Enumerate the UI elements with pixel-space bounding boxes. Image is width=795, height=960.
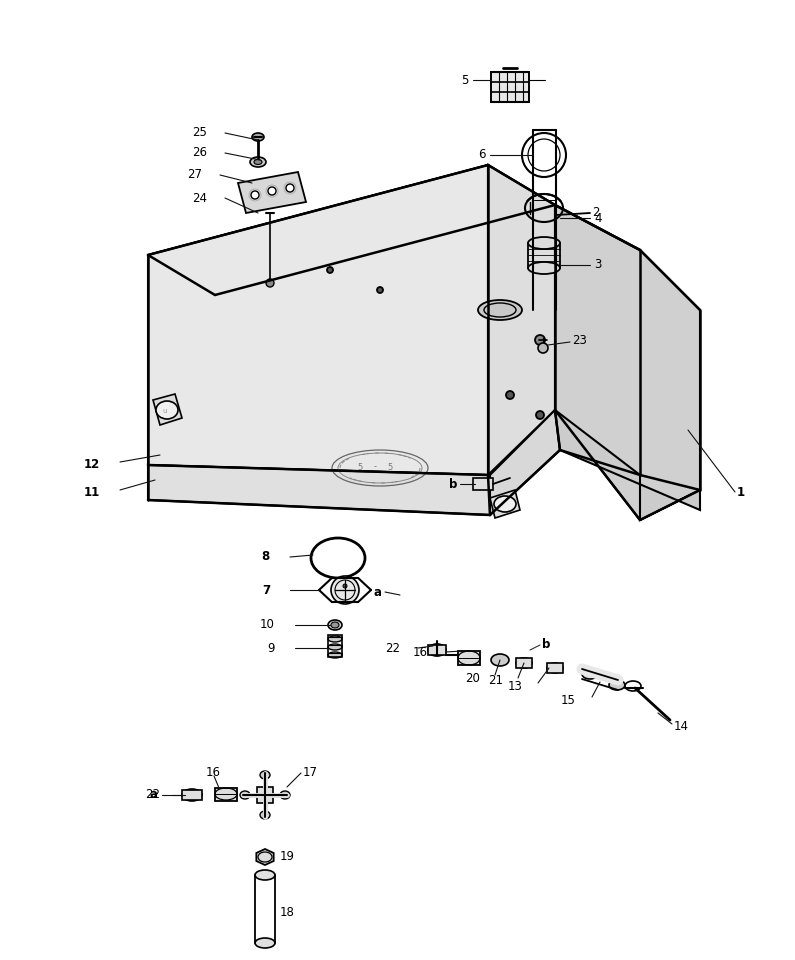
Ellipse shape (528, 262, 560, 274)
Polygon shape (148, 465, 490, 515)
Bar (458, 651, 480, 665)
Ellipse shape (328, 620, 342, 630)
Polygon shape (555, 410, 700, 520)
Ellipse shape (280, 791, 290, 799)
Circle shape (327, 267, 333, 273)
Ellipse shape (478, 300, 522, 320)
Polygon shape (153, 394, 182, 425)
Ellipse shape (240, 791, 250, 799)
Text: 25: 25 (192, 127, 207, 139)
Bar (473, 478, 493, 490)
Circle shape (251, 191, 259, 199)
Polygon shape (148, 165, 555, 295)
Circle shape (286, 184, 294, 192)
Text: 22: 22 (145, 788, 160, 802)
Ellipse shape (547, 663, 563, 673)
Text: 22: 22 (385, 641, 400, 655)
Text: 9: 9 (267, 641, 275, 655)
Text: 24: 24 (192, 191, 207, 204)
Circle shape (535, 335, 545, 345)
Ellipse shape (328, 652, 342, 658)
Text: 15: 15 (561, 693, 576, 707)
Ellipse shape (254, 159, 262, 164)
Polygon shape (488, 165, 555, 475)
Ellipse shape (255, 870, 275, 880)
Text: 5: 5 (358, 463, 363, 471)
Text: a: a (150, 788, 158, 802)
Circle shape (377, 287, 383, 293)
Ellipse shape (328, 636, 342, 642)
Ellipse shape (260, 811, 270, 819)
Bar (215, 788, 237, 801)
Text: u: u (162, 408, 166, 414)
Text: 2: 2 (592, 206, 599, 220)
Bar (257, 787, 273, 803)
Text: 3: 3 (594, 258, 601, 272)
Ellipse shape (260, 771, 270, 779)
Text: 21: 21 (488, 675, 503, 687)
Ellipse shape (255, 938, 275, 948)
Ellipse shape (609, 680, 625, 690)
Text: 1: 1 (737, 486, 745, 498)
Circle shape (331, 576, 359, 604)
Bar (491, 72, 529, 102)
Circle shape (268, 187, 276, 195)
Text: 16: 16 (205, 766, 220, 780)
Ellipse shape (516, 658, 532, 668)
Circle shape (536, 411, 544, 419)
Circle shape (506, 391, 514, 399)
Bar (516, 658, 532, 668)
Bar (182, 790, 202, 800)
Text: 12: 12 (83, 458, 100, 470)
Ellipse shape (252, 133, 264, 141)
Text: a: a (374, 586, 382, 598)
Circle shape (343, 584, 347, 588)
Circle shape (266, 279, 274, 287)
Text: -: - (374, 463, 377, 471)
Ellipse shape (328, 644, 342, 650)
Bar (428, 645, 446, 655)
Ellipse shape (494, 496, 516, 512)
Polygon shape (555, 205, 700, 520)
Polygon shape (490, 490, 520, 518)
Ellipse shape (182, 789, 202, 801)
Ellipse shape (331, 622, 339, 628)
Text: 8: 8 (262, 550, 270, 564)
Text: 13: 13 (508, 680, 523, 692)
Text: 20: 20 (465, 671, 480, 684)
Bar (328, 635, 342, 657)
Text: 23: 23 (572, 334, 587, 348)
Bar (547, 663, 563, 673)
Text: 7: 7 (262, 584, 270, 596)
Ellipse shape (156, 401, 178, 419)
Text: 18: 18 (280, 906, 295, 920)
Ellipse shape (250, 157, 266, 167)
Text: 5: 5 (462, 74, 469, 86)
Text: 5: 5 (387, 463, 393, 471)
Polygon shape (148, 165, 488, 475)
Text: 6: 6 (479, 149, 486, 161)
Text: 17: 17 (303, 766, 318, 780)
Ellipse shape (528, 237, 560, 249)
Text: 14: 14 (674, 719, 689, 732)
Text: 27: 27 (187, 169, 202, 181)
Text: 10: 10 (260, 618, 275, 632)
Text: 4: 4 (594, 211, 602, 225)
Ellipse shape (582, 669, 598, 679)
Ellipse shape (428, 644, 446, 656)
Polygon shape (490, 410, 560, 515)
Text: b: b (542, 637, 550, 651)
Ellipse shape (491, 654, 509, 666)
Polygon shape (256, 849, 273, 865)
Text: b: b (448, 477, 457, 491)
Polygon shape (238, 172, 306, 213)
Text: 11: 11 (83, 486, 100, 498)
Circle shape (538, 343, 548, 353)
Text: 16: 16 (413, 645, 428, 659)
Text: 26: 26 (192, 147, 207, 159)
Text: 19: 19 (280, 851, 295, 863)
